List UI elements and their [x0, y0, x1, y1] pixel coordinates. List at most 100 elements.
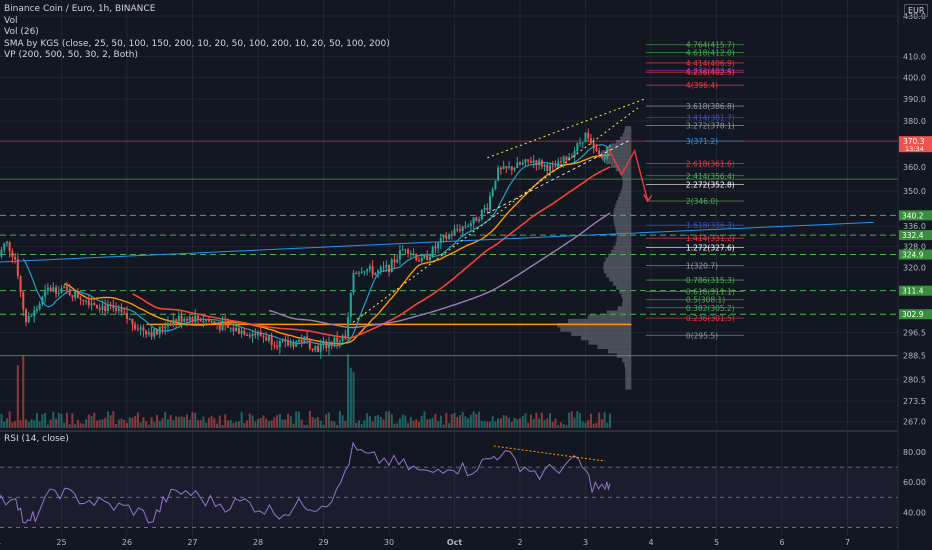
candle-body [551, 165, 554, 167]
candle-body [297, 339, 300, 342]
candle-body [284, 340, 287, 342]
candle-body [136, 329, 139, 331]
volume-bar [74, 424, 77, 428]
profile-bar [603, 269, 632, 274]
volume-bar [33, 420, 36, 428]
volume-bar [109, 415, 112, 428]
volume-bar [136, 412, 139, 428]
volume-bar [565, 424, 568, 428]
candle-body [442, 235, 445, 238]
volume-bar [412, 420, 415, 428]
candle-body [183, 318, 186, 322]
profile-bar [614, 222, 632, 227]
fib-label: 4.618(412.0) [686, 48, 735, 57]
candle-body [412, 253, 415, 255]
candle-body [205, 319, 208, 321]
fib-label: 3.414(381.7) [686, 113, 735, 122]
legend-sma: SMA by KGS (close, 25, 50, 100, 150, 200… [4, 38, 390, 49]
price-tick-label: 360.0 [903, 163, 926, 172]
profile-bar [603, 261, 632, 266]
candle-body [87, 300, 90, 306]
volume-bar [44, 412, 47, 428]
volume-bar [464, 416, 467, 428]
fib-label: 0.786(315.3) [686, 276, 735, 285]
candle-body [303, 336, 306, 343]
volume-bar [431, 417, 434, 428]
candle-body [142, 327, 145, 331]
rsi-tick-label: 60.00 [903, 478, 926, 487]
volume-bar [445, 412, 448, 428]
candle-body [128, 318, 131, 320]
profile-bar [624, 362, 632, 367]
volume-bar [551, 421, 554, 428]
profile-bar [597, 344, 632, 350]
volume-bar [505, 415, 508, 428]
candle-body [464, 226, 467, 228]
volume-bar [407, 423, 410, 428]
candle-body [606, 147, 609, 158]
volume-bar [216, 423, 219, 428]
volume-bar [532, 418, 535, 428]
profile-bar [605, 257, 632, 262]
volume-bar [281, 419, 284, 428]
volume-bar [341, 415, 344, 428]
candle-body [41, 296, 44, 305]
fib-label: 4.272(403.4) [686, 66, 735, 75]
time-tick-label: 6 [779, 538, 784, 547]
volume-bar [437, 421, 440, 428]
volume-bar [603, 412, 606, 428]
candle-body [314, 346, 317, 351]
candle-body [123, 312, 126, 314]
candle-body [235, 327, 238, 332]
volume-bar [584, 422, 587, 428]
volume-bar [538, 418, 541, 428]
volume-bar [123, 419, 126, 428]
volume-bar [349, 367, 352, 428]
volume-bar [442, 424, 445, 428]
profile-bar [619, 193, 632, 197]
candle-body [57, 292, 60, 294]
candle-body [109, 304, 112, 306]
profile-bar [587, 314, 632, 319]
volume-bar [161, 418, 164, 428]
volume-bar [243, 422, 246, 428]
candle-body [172, 319, 175, 326]
candle-body [439, 237, 442, 243]
candle-body [598, 150, 601, 155]
volume-bar [246, 420, 249, 428]
volume-bar [527, 423, 530, 428]
volume-bar [38, 421, 41, 428]
candle-body [519, 162, 521, 165]
candle-body [63, 286, 66, 289]
currency-badge[interactable]: EUR [904, 4, 929, 17]
volume-bar [458, 415, 461, 428]
time-tick-label: 4 [648, 538, 653, 547]
candle-body [363, 271, 366, 273]
candle-body [237, 327, 240, 334]
candle-body [49, 287, 52, 291]
candle-body [360, 271, 363, 273]
candle-body [5, 241, 8, 244]
candle-body [540, 160, 543, 167]
volume-bar [120, 418, 123, 428]
candle-body [25, 309, 28, 323]
candle-body [254, 333, 257, 336]
volume-bar [325, 414, 328, 428]
profile-bar [612, 281, 632, 286]
volume-bar [390, 413, 393, 428]
volume-bar [393, 423, 396, 428]
candle-body [44, 291, 47, 297]
volume-bar [371, 421, 374, 428]
candle-body [115, 308, 118, 311]
fib-label: 4.236(402.5) [686, 68, 735, 77]
current-time-label: 13:34 [905, 145, 924, 153]
volume-bar [101, 419, 104, 428]
candle-body [317, 346, 320, 353]
level-price-badge [899, 309, 932, 320]
candle-body [308, 339, 311, 349]
candle-body [499, 167, 502, 169]
volume-bar [347, 353, 350, 428]
price-tick-label: 320.0 [903, 263, 926, 272]
candle-body [295, 341, 298, 347]
